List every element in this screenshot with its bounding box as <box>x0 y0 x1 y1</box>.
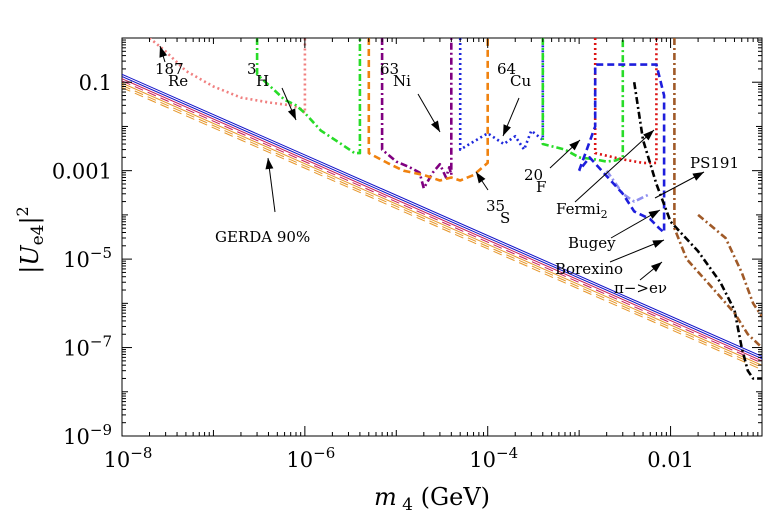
y-tick-label: 10−5 <box>63 244 112 272</box>
annotation-label: Borexino <box>555 260 623 278</box>
annotation-label: GERDA 90% <box>215 228 310 246</box>
arrow-head <box>648 210 660 219</box>
annotation-label: Re <box>168 72 188 90</box>
arrow-head <box>431 120 440 132</box>
arrow-head <box>692 172 704 181</box>
arrow-head <box>650 262 662 273</box>
curve-3h <box>255 38 362 155</box>
curve-64cu <box>458 38 545 151</box>
annotation-label: Bugey <box>568 234 616 252</box>
arrow-head <box>265 158 274 170</box>
y-axis-label: |Ue4|2 <box>13 206 48 274</box>
annotation-label: H <box>256 72 269 90</box>
arrow-head <box>287 108 296 120</box>
limit-curves <box>148 38 762 380</box>
annotation-label: Ni <box>393 72 411 90</box>
curve-fermi2 <box>593 38 658 165</box>
arrow-line <box>574 129 655 203</box>
arrow-head <box>476 172 486 184</box>
annotation-arrows <box>159 45 705 281</box>
gerda-band-line-3 <box>122 80 762 364</box>
annotation-label: PS191 <box>690 154 739 172</box>
curve-35s <box>367 38 490 182</box>
x-tick-label: 10−4 <box>469 444 518 472</box>
x-tick-label: 10−6 <box>286 444 335 472</box>
arrow-head <box>569 140 580 151</box>
arrow-head <box>159 46 168 58</box>
curve-20f <box>541 38 625 163</box>
arrow-head <box>652 240 664 248</box>
y-tick-label: 0.1 <box>79 71 112 95</box>
annotation-label: 187 <box>155 60 184 78</box>
gerda-band-line-6 <box>122 87 762 371</box>
axis-labels: m 4 (GeV) |Ue4|2 <box>13 206 490 514</box>
gerda-bands <box>122 73 762 371</box>
annotation-label: 20 <box>524 166 543 184</box>
curve-bugey <box>605 169 651 203</box>
arrow-head <box>643 130 654 141</box>
annotation-label: Fermi2 <box>556 200 608 221</box>
x-axis-label: m 4 (GeV) <box>374 483 490 514</box>
x-tick-label: 0.01 <box>647 448 694 472</box>
arrow-head <box>503 124 511 136</box>
annotation-label: 63 <box>380 60 399 78</box>
annotation-label: π−>eν <box>614 279 667 297</box>
annotation-label: F <box>536 178 546 196</box>
annotation-label: 64 <box>497 60 516 78</box>
annotation-label: 3 <box>247 60 257 78</box>
annotation-label: 35 <box>486 197 505 215</box>
curve-63ni <box>380 38 453 190</box>
y-tick-label: 0.001 <box>52 160 112 184</box>
y-tick-label: 10−7 <box>63 333 112 361</box>
plot-frame <box>121 37 763 437</box>
annotation-label: S <box>500 209 510 227</box>
annotation-label: Cu <box>510 72 531 90</box>
gerda-band-line-0 <box>122 73 762 357</box>
curve-ps191 <box>673 38 762 349</box>
y-tick-label: 10−9 <box>63 421 112 449</box>
gerda-band-line-1 <box>122 76 762 360</box>
curve-borexino <box>577 63 666 234</box>
gerda-band-line-4 <box>122 82 762 366</box>
curve-pi-e-nu <box>632 82 762 380</box>
axis-ticks: 10−8 10−6 10−4 0.01 0.1 0.001 10−5 10−7 10−9 <box>52 37 763 472</box>
gerda-band-line-5 <box>122 84 762 368</box>
x-tick-label: 10−8 <box>104 444 153 472</box>
gerda-band-line-2 <box>122 78 762 362</box>
